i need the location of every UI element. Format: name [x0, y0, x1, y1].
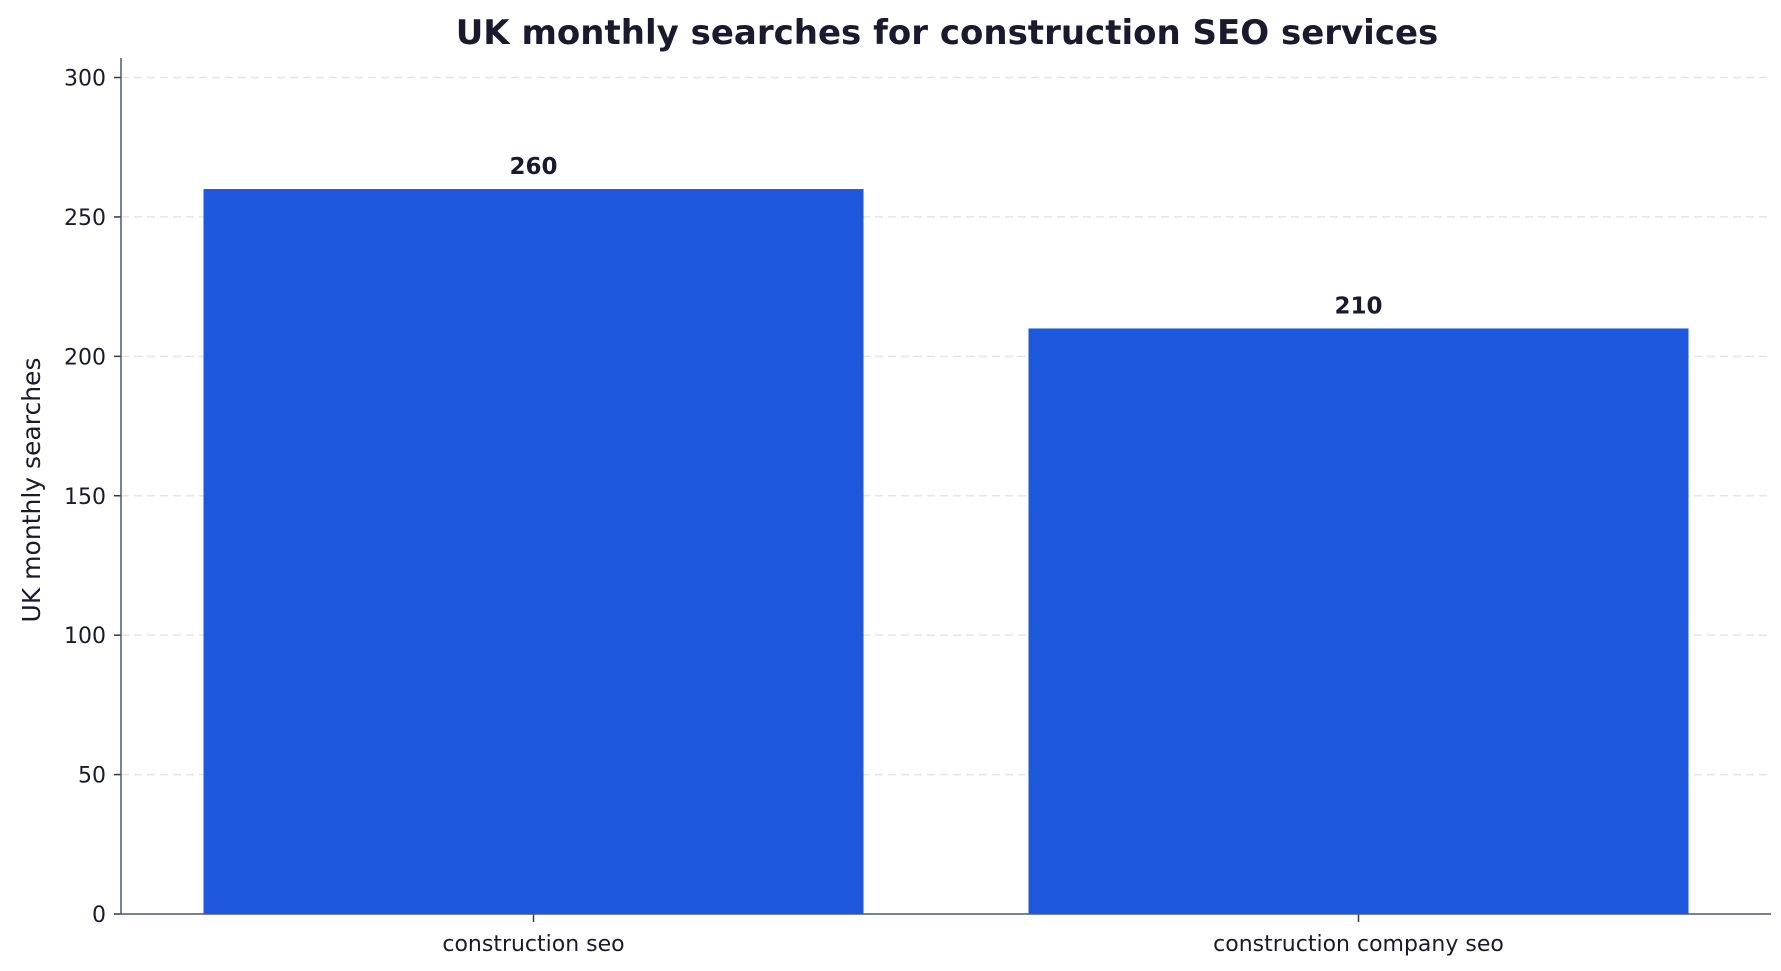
y-tick-label: 200 [64, 345, 106, 370]
data-labels: 260 210 [509, 154, 1382, 319]
y-axis-ticks: 0 50 100 150 200 250 300 [64, 67, 121, 928]
y-tick-label: 50 [78, 764, 106, 789]
y-tick-label: 100 [64, 624, 106, 649]
y-tick-label: 0 [92, 903, 106, 928]
bars [203, 189, 1689, 915]
bar [203, 189, 864, 915]
y-tick-label: 250 [64, 206, 106, 231]
bar [1028, 328, 1689, 915]
y-tick-label: 300 [64, 67, 106, 92]
data-label: 260 [509, 154, 557, 180]
chart-title: UK monthly searches for construction SEO… [456, 13, 1439, 53]
x-axis-ticks: construction seo construction company seo [442, 914, 1504, 957]
data-label: 210 [1334, 293, 1382, 319]
y-axis-label: UK monthly searches [17, 358, 46, 623]
x-tick-label: construction company seo [1213, 932, 1504, 957]
x-tick-label: construction seo [442, 932, 624, 957]
y-tick-label: 150 [64, 485, 106, 510]
